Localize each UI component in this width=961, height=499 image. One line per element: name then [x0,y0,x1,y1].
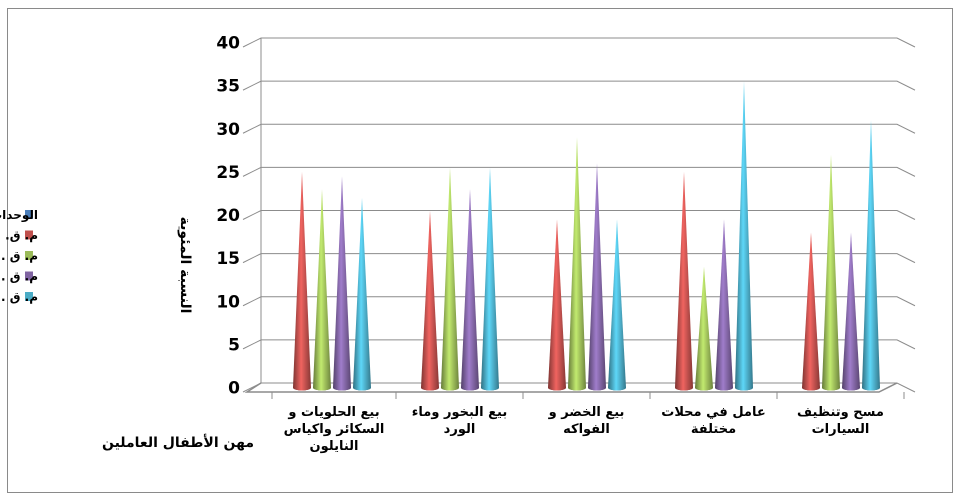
legend-entry: م. ق . الكوفة [0,249,38,264]
bar-cone [353,197,371,391]
category-label: عامل في محلات [661,405,765,420]
bar-cone [608,219,626,391]
bar [802,232,820,391]
bar-cone [675,171,693,391]
category-label: بيع الحلويات و [287,405,379,420]
bar-cone [333,176,351,391]
bar-cone [822,154,840,391]
category-label: مسح وتنظيف [797,405,884,420]
bar-cone [313,189,331,391]
y-tick-label: 30 [216,120,240,140]
legend: الوحدات الادارية م. ق. النجف م. ق . الكوفة… [0,208,38,305]
bar-cone [862,120,880,391]
bar-cone [441,167,459,391]
y-tick-label: 25 [216,163,240,183]
chart-frame [7,8,953,493]
legend-label: الوحدات الادارية [0,208,38,223]
bar-cone [293,171,311,391]
gridline [242,80,916,91]
legend-swatch [25,292,33,301]
y-tick-label: 5 [228,335,240,355]
bar [568,137,586,391]
legend-swatch [25,271,33,281]
bar-cone [548,219,566,391]
chart-walls [244,38,898,393]
bar [695,266,713,391]
bar [735,81,753,391]
bar-cone [461,189,479,391]
legend-label: م. ق . المشخاب [0,290,38,305]
bar-cone [715,219,733,391]
legend-swatch [25,251,33,260]
y-tick-label: 35 [216,77,240,97]
legend-entry: م. ق . المناذرة [0,270,38,285]
y-tick-label: 20 [216,206,240,226]
gridlines [242,37,916,393]
category-label: السكائر واكياس [284,422,385,437]
bar [481,167,499,391]
bar [608,219,626,391]
bars [293,81,880,391]
bar [421,210,439,391]
gridline [242,166,916,177]
legend-label: م. ق . الكوفة [0,249,38,264]
bar [353,197,371,391]
x-axis-categories: بيع الحلويات و السكائر واكياس النايلون بيع … [271,392,905,454]
gridline [242,37,916,48]
gridline [242,123,916,134]
bar [293,171,311,391]
bar [548,219,566,391]
y-tick-label: 0 [228,379,240,399]
bar-cone [842,232,860,391]
bar-cone [695,266,713,391]
legend-label: م. ق. النجف [0,229,38,244]
bar-cone [421,210,439,391]
category-label: بيع البخور وماء [412,405,507,420]
bar [842,232,860,391]
bar [675,171,693,391]
bar [333,176,351,391]
y-axis-ticks: 0 5 10 15 20 25 30 35 40 [216,34,240,399]
bar [822,154,840,391]
category-label: الفواكه [563,422,610,437]
floor [244,382,898,393]
y-tick-label: 15 [216,249,240,269]
bar [715,219,733,391]
legend-entry: الوحدات الادارية [0,208,38,223]
bar [441,167,459,391]
legend-entry: م. ق. النجف [0,229,38,244]
bar-cone [481,167,499,391]
bar-cone [802,232,820,391]
bar-cone [735,81,753,391]
y-tick-label: 40 [216,34,240,54]
category-label: السيارات [812,422,870,437]
legend-swatch [25,210,33,219]
y-axis-label: النسبة المئوية [177,217,193,314]
legend-entry: م. ق . المشخاب [0,290,38,305]
y-tick-label: 10 [216,292,240,312]
x-axis-label: مهن الأطفال العاملين [102,434,254,451]
category-label: بيع الخضر و [548,405,625,420]
category-label: مختلفة [691,422,736,437]
bar [461,189,479,391]
bar [862,120,880,391]
legend-label: م. ق . المناذرة [0,270,38,285]
bar [313,189,331,391]
legend-swatch [25,230,33,240]
category-label: النايلون [310,439,359,454]
bar [588,163,606,391]
category-label: الورد [444,422,476,437]
bar-cone [588,163,606,391]
bar-cone [568,137,586,391]
